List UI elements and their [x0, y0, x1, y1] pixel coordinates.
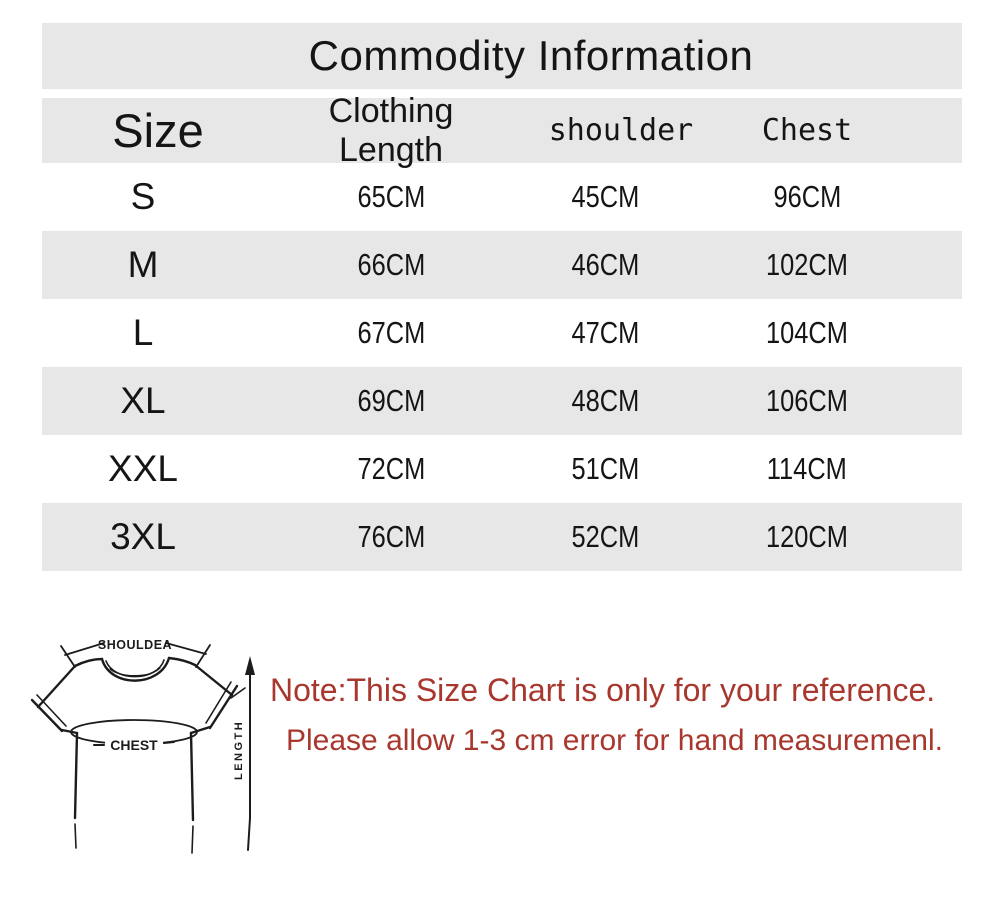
shoulder-label: SHOULDEA	[98, 638, 172, 652]
shoulder-tick-right	[195, 644, 211, 668]
table-row: 3XL 76CM 52CM 120CM	[42, 503, 962, 571]
size-label: XXL	[108, 448, 178, 489]
chest-value: 114CM	[766, 451, 848, 486]
shoulder-value: 47CM	[571, 315, 639, 350]
size-label: L	[132, 312, 154, 353]
chest-value: 102CM	[766, 247, 848, 282]
clothing-length-value: 69CM	[357, 383, 425, 418]
shoulder-pointer-right	[165, 642, 207, 655]
shoulder-value: 48CM	[571, 383, 639, 418]
title-bar: Commodity Information	[42, 23, 962, 89]
length-arrow-line	[247, 671, 251, 851]
chest-value: 96CM	[773, 179, 841, 214]
size-label: M	[127, 244, 159, 285]
page-title: Commodity Information	[308, 32, 754, 79]
clothing-length-value: 65CM	[357, 179, 425, 214]
chest-value: 106CM	[766, 383, 848, 418]
note-block: Note:This Size Chart is only for your re…	[270, 671, 943, 759]
length-label: LENGTH	[233, 720, 245, 780]
tshirt-measurement-diagram: SHOULDEA CHEST LENGTH	[30, 638, 255, 854]
shoulder-value: 46CM	[571, 247, 639, 282]
chest-label: CHEST	[110, 737, 158, 753]
size-label: 3XL	[110, 516, 176, 557]
shoulder-tick-left	[60, 645, 76, 668]
chest-value: 120CM	[766, 519, 848, 554]
shoulder-value: 52CM	[571, 519, 639, 554]
clothing-length-value: 72CM	[357, 451, 425, 486]
column-header-size: Size	[112, 104, 204, 157]
table-row: XXL 72CM 51CM 114CM	[42, 435, 962, 503]
column-header-clothing-length: Clothing Length	[328, 91, 454, 169]
table-row: M 66CM 46CM 102CM	[42, 231, 962, 299]
note-line-2: Please allow 1-3 cm error for hand measu…	[286, 724, 943, 757]
table-row: L 67CM 47CM 104CM	[42, 299, 962, 367]
size-label: XL	[120, 380, 166, 421]
chest-dash-right	[163, 741, 175, 744]
table-row: S 65CM 45CM 96CM	[42, 163, 962, 231]
shoulder-value: 51CM	[571, 451, 639, 486]
column-header-chest: Chest	[761, 113, 853, 148]
size-table: Size Clothing Length shoulder Chest S 65…	[42, 92, 962, 571]
clothing-length-value: 66CM	[357, 247, 425, 282]
note-line-1: Note:This Size Chart is only for your re…	[270, 672, 936, 708]
chest-value: 104CM	[766, 315, 848, 350]
size-label: S	[130, 176, 156, 217]
clothing-length-value: 67CM	[357, 315, 425, 350]
column-header-shoulder: shoulder	[548, 113, 694, 148]
shoulder-pointer-left	[64, 642, 105, 656]
shoulder-value: 45CM	[571, 179, 639, 214]
length-arrow-head	[245, 656, 255, 675]
table-header-row: Size Clothing Length shoulder Chest	[42, 92, 962, 169]
table-row: XL 69CM 48CM 106CM	[42, 367, 962, 435]
clothing-length-value: 76CM	[357, 519, 425, 554]
